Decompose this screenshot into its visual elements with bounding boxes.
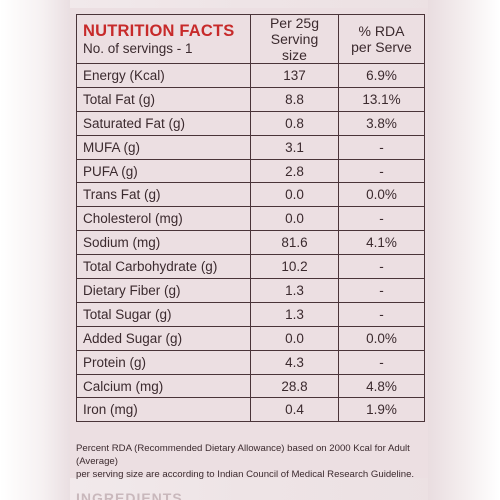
table-row: Trans Fat (g) 0.0 0.0% bbox=[76, 182, 425, 208]
table-row: PUFA (g) 2.8- bbox=[76, 158, 425, 184]
nutrient-name-cell: Added Sugar (g) bbox=[76, 325, 251, 351]
nutrient-value-cell: 8.8 bbox=[250, 86, 339, 112]
nutrient-rda-cell: - bbox=[338, 278, 425, 303]
table-row: Total Carbohydrate (g) 10.2- bbox=[76, 254, 425, 280]
table-row: Cholesterol (mg) 0.0- bbox=[76, 206, 425, 232]
footnote-line1: Percent RDA (Recommended Dietary Allowan… bbox=[76, 443, 410, 467]
nutrient-value-cell: 0.0 bbox=[250, 206, 339, 232]
rda-header: % RDA per Serve bbox=[338, 14, 425, 64]
nutrient-rda-cell: 4.1% bbox=[338, 230, 425, 256]
next-section-heading: INGREDIENTS bbox=[76, 484, 196, 500]
nutrient-rda-cell: 3.8% bbox=[338, 110, 425, 136]
footnote-line2: per serving size are according to Indian… bbox=[76, 469, 415, 480]
nutrient-rda-cell: - bbox=[338, 158, 425, 184]
nutrient-name-cell: MUFA (g) bbox=[76, 134, 251, 160]
table-row: Energy (Kcal) 137 6.9% bbox=[76, 63, 425, 88]
package-edge-left bbox=[0, 0, 70, 500]
table-row: MUFA (g) 3.1- bbox=[76, 134, 425, 160]
nutrient-value-cell: 137 bbox=[250, 63, 339, 88]
nutrient-rda-cell: - bbox=[338, 349, 425, 375]
nutrient-rda-cell: 4.8% bbox=[338, 373, 425, 399]
nutrient-rda-cell: 0.0% bbox=[338, 182, 425, 208]
nutrient-name-cell: Dietary Fiber (g) bbox=[76, 278, 251, 303]
table-header-row: NUTRITION FACTS No. of servings - 1 Per … bbox=[76, 14, 425, 64]
nutrient-name-cell: Saturated Fat (g) bbox=[76, 110, 251, 136]
nutrient-rda-cell: 13.1% bbox=[338, 86, 425, 112]
nutrient-name-cell: Total Carbohydrate (g) bbox=[76, 254, 251, 280]
table-row: Calcium (mg) 28.8 4.8% bbox=[76, 373, 425, 399]
table-row: Added Sugar (g) 0.0 0.0% bbox=[76, 325, 425, 351]
nutrient-name-cell: Sodium (mg) bbox=[76, 230, 251, 256]
per-serving-header: Per 25g Serving size bbox=[250, 14, 339, 64]
nutrient-value-cell: 0.4 bbox=[250, 397, 339, 423]
nutrient-name-cell: Protein (g) bbox=[76, 349, 251, 375]
nutrient-value-cell: 0.8 bbox=[250, 110, 339, 136]
rda-footnote: Percent RDA (Recommended Dietary Allowan… bbox=[76, 442, 428, 481]
nutrient-name-cell: Calcium (mg) bbox=[76, 373, 251, 399]
table-row: Protein (g) 4.3- bbox=[76, 349, 425, 375]
nutrient-rda-cell: - bbox=[338, 254, 425, 280]
nutrient-rda-cell: - bbox=[338, 134, 425, 160]
nutrient-value-cell: 10.2 bbox=[250, 254, 339, 280]
nutrient-value-cell: 2.8 bbox=[250, 158, 339, 184]
servings-count: No. of servings - 1 bbox=[83, 40, 193, 56]
nutrient-name-cell: Total Fat (g) bbox=[76, 86, 251, 112]
nutrition-facts-title: NUTRITION FACTS bbox=[83, 21, 235, 40]
nutrient-rda-cell: 0.0% bbox=[338, 325, 425, 351]
table-row: Total Fat (g) 8.8 13.1% bbox=[76, 86, 425, 112]
nutrient-value-cell: 3.1 bbox=[250, 134, 339, 160]
rda-header-line1: % RDA bbox=[358, 23, 405, 39]
table-row: Iron (mg) 0.4 1.9% bbox=[76, 397, 425, 423]
nutrient-name-cell: Energy (Kcal) bbox=[76, 63, 251, 88]
package-edge-right bbox=[428, 0, 500, 500]
nutrient-name-cell: PUFA (g) bbox=[76, 158, 251, 184]
per-serving-header-line2: Serving size bbox=[270, 31, 319, 63]
rda-header-line2: per Serve bbox=[351, 39, 412, 55]
nutrient-rda-cell: - bbox=[338, 206, 425, 232]
nutrient-value-cell: 28.8 bbox=[250, 373, 339, 399]
nutrient-value-cell: 81.6 bbox=[250, 230, 339, 256]
table-row: Saturated Fat (g) 0.8 3.8% bbox=[76, 110, 425, 136]
nutrient-rda-cell: 6.9% bbox=[338, 63, 425, 88]
nutrient-rda-cell: 1.9% bbox=[338, 397, 425, 423]
nutrient-name-cell: Trans Fat (g) bbox=[76, 182, 251, 208]
ingredients-heading: INGREDIENTS bbox=[76, 490, 183, 500]
nutrient-name-cell: Total Sugar (g) bbox=[76, 301, 251, 327]
header-title-cell: NUTRITION FACTS No. of servings - 1 bbox=[76, 14, 251, 64]
nutrient-name-cell: Cholesterol (mg) bbox=[76, 206, 251, 232]
nutrient-name-cell: Iron (mg) bbox=[76, 397, 251, 423]
nutrient-value-cell: 0.0 bbox=[250, 182, 339, 208]
table-row: Total Sugar (g) 1.3- bbox=[76, 301, 425, 327]
nutrient-value-cell: 4.3 bbox=[250, 349, 339, 375]
table-row: Sodium (mg) 81.6 4.1% bbox=[76, 230, 425, 256]
nutrition-facts-table: NUTRITION FACTS No. of servings - 1 Per … bbox=[76, 14, 425, 423]
nutrient-value-cell: 1.3 bbox=[250, 278, 339, 303]
nutrient-value-cell: 0.0 bbox=[250, 325, 339, 351]
nutrient-rda-cell: - bbox=[338, 301, 425, 327]
table-row: Dietary Fiber (g) 1.3- bbox=[76, 278, 425, 303]
nutrient-value-cell: 1.3 bbox=[250, 301, 339, 327]
per-serving-header-line1: Per 25g bbox=[269, 15, 320, 31]
